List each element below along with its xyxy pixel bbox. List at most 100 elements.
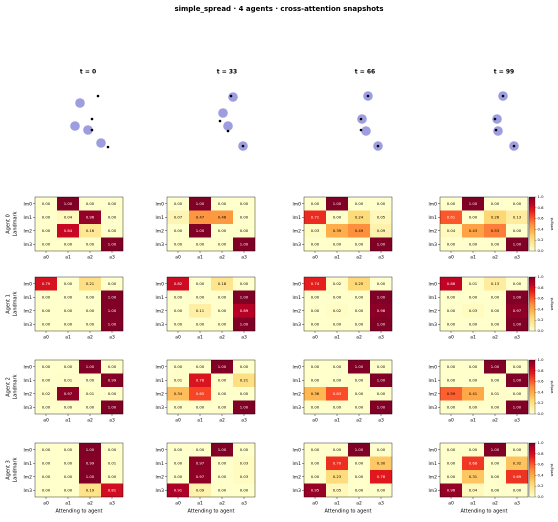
x-tick-label: a2 — [492, 418, 498, 424]
y-tick-label: lm0 — [156, 201, 165, 207]
x-axis-label: Attending to agent — [187, 509, 234, 515]
heatmap-cell — [348, 387, 371, 401]
y-tick-label: lm0 — [156, 364, 165, 370]
heatmap-cell — [233, 304, 256, 318]
heatmap-cell — [211, 277, 234, 291]
cell-label: 1.00 — [240, 404, 249, 409]
agent — [83, 125, 93, 135]
heatmap-cell — [101, 224, 124, 238]
cell-label: 0.03 — [240, 460, 249, 465]
cell-label: 0.00 — [64, 294, 73, 299]
cell-label: 1.00 — [108, 321, 117, 326]
heatmap-cell — [462, 290, 485, 305]
y-tick-label: lm2 — [24, 308, 33, 314]
y-tick-label: lm0 — [156, 447, 165, 453]
x-tick-label: a1 — [334, 418, 340, 424]
heatmap-cell — [79, 237, 102, 252]
x-tick-label: a2 — [219, 418, 225, 424]
heatmap-cell — [35, 443, 58, 457]
heatmap-cell — [506, 304, 529, 318]
heatmap-cell — [484, 400, 507, 415]
landmark — [90, 117, 94, 121]
cell-label: 0.13 — [513, 214, 522, 219]
figure-title: simple_spread · 4 agents · cross-attenti… — [174, 5, 383, 13]
cell-label: 0.96 — [447, 487, 456, 492]
cell-label: 0.00 — [333, 214, 342, 219]
cell-label: 0.00 — [196, 294, 205, 299]
cell-label: 1.00 — [333, 201, 342, 206]
cell-label: 0.00 — [355, 487, 364, 492]
heatmap-cell — [211, 387, 234, 401]
heatmap-cell — [189, 290, 212, 305]
y-tick-label: lm0 — [24, 447, 33, 453]
heatmap-cell — [189, 304, 212, 318]
cell-label: 0.00 — [491, 377, 500, 382]
heatmap-cell — [506, 360, 529, 374]
cell-label: 0.61 — [447, 214, 456, 219]
heatmap-cell — [189, 373, 212, 388]
cell-label: 1.00 — [64, 201, 73, 206]
heatmap-frame — [34, 442, 124, 498]
cell-label: 0.16 — [86, 228, 95, 233]
cell-label: 0.82 — [174, 281, 183, 286]
heatmap-cell — [462, 373, 485, 388]
cell-label: 1.00 — [513, 241, 522, 246]
x-tick-label: a0 — [312, 418, 318, 424]
heatmap-cell — [370, 470, 393, 484]
cell-label: 0.00 — [333, 404, 342, 409]
cell-label: 0.71 — [311, 214, 320, 219]
y-tick-label: lm2 — [156, 308, 165, 314]
heatmap-cell — [79, 470, 102, 484]
heatmap-cell — [506, 483, 529, 498]
heatmap-cell — [79, 317, 102, 332]
heatmap-cell — [326, 304, 349, 318]
cell-label: 0.00 — [42, 228, 51, 233]
cell-label: 0.00 — [355, 404, 364, 409]
cell-label: 1.00 — [377, 404, 386, 409]
y-tick-label: lm1 — [156, 295, 165, 301]
cell-label: 0.00 — [491, 294, 500, 299]
heatmap-frame — [303, 442, 393, 498]
heatmap-cell — [348, 360, 371, 374]
cell-label: 0.00 — [218, 391, 227, 396]
heatmap-cell — [304, 456, 327, 471]
heatmap-cell — [440, 290, 463, 305]
heatmap-cell — [370, 400, 393, 415]
colorbar-tick-label: 0.6 — [538, 462, 545, 467]
y-tick-label: lm0 — [293, 201, 302, 207]
cell-label: 0.00 — [311, 474, 320, 479]
heatmap-cell — [35, 470, 58, 484]
y-tick-label: lm0 — [429, 201, 438, 207]
cell-label: 0.03 — [240, 474, 249, 479]
y-tick-label: lm3 — [293, 322, 302, 328]
colorbar-tick-label: 0.8 — [538, 285, 545, 290]
heatmap-cell — [101, 483, 124, 498]
cell-label: 0.00 — [42, 377, 51, 382]
landmark — [218, 119, 222, 123]
heatmap-cell — [79, 197, 102, 211]
heatmap-cell — [440, 317, 463, 332]
heatmap-cell — [506, 290, 529, 305]
cell-label: 0.79 — [42, 281, 51, 286]
cell-label: 1.00 — [196, 201, 205, 206]
cell-label: 0.01 — [64, 377, 73, 382]
cell-label: 0.00 — [196, 364, 205, 369]
y-tick-label: lm2 — [429, 308, 438, 314]
cell-label: 0.00 — [174, 308, 183, 313]
y-tick-label: lm3 — [156, 322, 165, 328]
heatmap-frame — [439, 196, 529, 252]
y-tick-label: lm1 — [293, 378, 302, 384]
heatmap-cell — [304, 317, 327, 332]
y-tick-label: lm0 — [24, 201, 33, 207]
heatmap-frame — [34, 276, 124, 332]
heatmap-cell — [370, 483, 393, 498]
cell-label: 0.00 — [447, 474, 456, 479]
cell-label: 0.00 — [447, 308, 456, 313]
heatmap-cell — [101, 470, 124, 484]
x-tick-label: a1 — [197, 335, 203, 341]
heatmap-cell — [370, 277, 393, 291]
cell-label: 0.68 — [469, 460, 478, 465]
cell-label: 0.01 — [108, 460, 117, 465]
x-tick-label: a0 — [312, 255, 318, 261]
y-tick-label: lm3 — [156, 405, 165, 411]
